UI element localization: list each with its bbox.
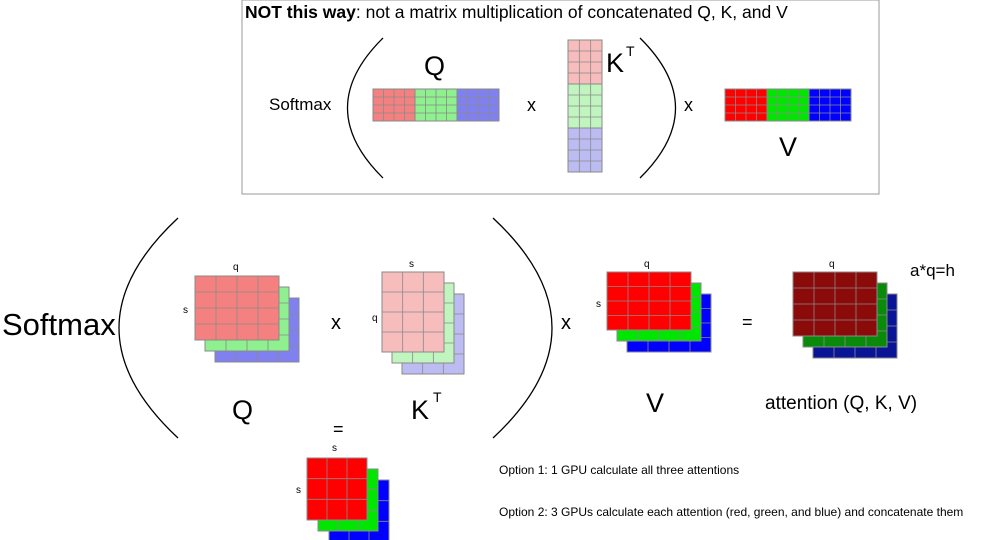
top-k-red bbox=[567, 39, 603, 85]
main-softmax-label: Softmax bbox=[2, 307, 116, 342]
v-stack-0 bbox=[606, 271, 692, 331]
main-right-bracket bbox=[492, 217, 553, 439]
main-k-superscript: T bbox=[433, 389, 442, 405]
top-times-2: x bbox=[684, 95, 693, 115]
matrix-grids bbox=[194, 39, 898, 540]
top-v-red bbox=[724, 88, 768, 122]
top-v-blue bbox=[808, 88, 852, 122]
k-stack-top-dim: s bbox=[409, 259, 414, 270]
top-title-rest: : not a matrix multiplication of concate… bbox=[355, 2, 788, 22]
scores-equals: = bbox=[333, 419, 344, 439]
k-stack-0 bbox=[381, 271, 445, 353]
top-panel-border bbox=[241, 0, 880, 195]
main-left-bracket bbox=[118, 217, 179, 439]
top-q-green bbox=[414, 88, 458, 122]
main-times-1: x bbox=[331, 312, 341, 334]
top-times-1: x bbox=[527, 95, 536, 115]
q-stack-0 bbox=[194, 275, 280, 341]
main-q-label: Q bbox=[232, 395, 254, 425]
top-softmax-label: Softmax bbox=[269, 95, 332, 114]
top-left-bracket bbox=[346, 37, 384, 179]
top-q-blue bbox=[456, 88, 500, 122]
top-right-bracket bbox=[639, 37, 677, 179]
attention-label: attention (Q, K, V) bbox=[765, 393, 918, 414]
q-stack-side-dim: s bbox=[183, 305, 188, 316]
main-times-2: x bbox=[561, 312, 571, 334]
top-v-green bbox=[766, 88, 810, 122]
attn-stack-top-dim: q bbox=[829, 259, 835, 270]
scores-side-dim: s bbox=[296, 485, 301, 496]
top-q-red bbox=[372, 88, 416, 122]
scores-stack-0 bbox=[306, 457, 368, 521]
top-k-label: K bbox=[606, 48, 625, 78]
option-1-text: Option 1: 1 GPU calculate all three atte… bbox=[499, 463, 740, 477]
option-2-text: Option 2: 3 GPUs calculate each attentio… bbox=[499, 505, 964, 519]
scores-top-dim: s bbox=[332, 443, 337, 454]
main-k-label: K bbox=[411, 395, 430, 425]
top-k-green bbox=[567, 83, 603, 129]
v-stack-side-dim: s bbox=[596, 299, 601, 310]
top-k-blue bbox=[567, 127, 603, 173]
q-stack-top-dim: q bbox=[233, 262, 239, 273]
v-stack-top-dim: q bbox=[644, 259, 650, 270]
top-q-label: Q bbox=[424, 51, 446, 81]
top-v-label: V bbox=[779, 132, 798, 162]
main-v-label: V bbox=[646, 388, 665, 418]
top-panel-title: NOT this way: not a matrix multiplicatio… bbox=[245, 2, 788, 22]
attn-stack-0 bbox=[792, 271, 878, 337]
k-stack-side-dim: q bbox=[372, 313, 378, 324]
main-equals: = bbox=[742, 312, 753, 332]
top-k-superscript: T bbox=[626, 43, 635, 59]
head-formula: a*q=h bbox=[910, 261, 955, 280]
top-title-bold: NOT this way bbox=[245, 2, 356, 22]
